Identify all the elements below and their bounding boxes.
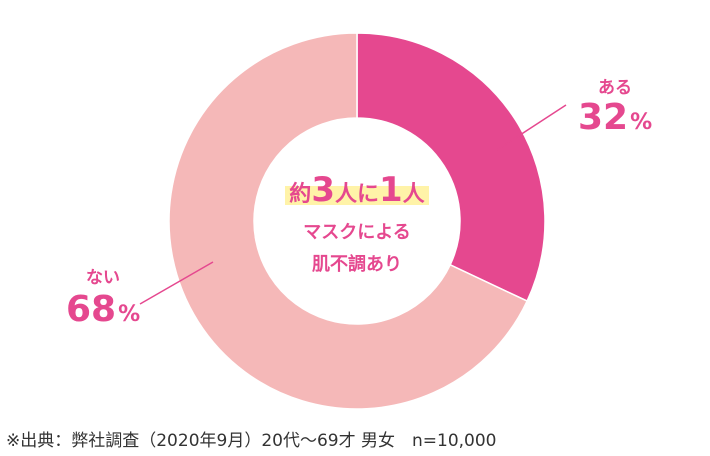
center-suffix: 人 <box>402 182 425 207</box>
label-nai-unit: % <box>118 302 141 327</box>
center-prefix: 約 <box>289 182 312 207</box>
label-nai-value: 68% <box>66 292 140 333</box>
center-number-1: 3 <box>311 170 335 210</box>
label-aru-value: 32% <box>578 100 652 141</box>
slice-nai <box>168 32 529 410</box>
label-aru-name: ある <box>598 78 632 98</box>
label-aru-unit: % <box>630 110 653 135</box>
source-note: ※出典：弊社調査（2020年9月）20代〜69才 男女 n=10,000 <box>6 431 497 451</box>
slice-aru <box>356 32 546 303</box>
leader-line-aru <box>496 104 567 151</box>
center-mid: 人に <box>334 182 379 207</box>
center-number-2: 1 <box>379 170 403 210</box>
center-line-2: マスクによる <box>303 222 411 243</box>
label-aru-number: 32 <box>578 97 629 138</box>
donut-slices <box>168 32 546 410</box>
label-nai-name: ない <box>86 268 120 288</box>
center-line-3: 肌不調あり <box>312 254 402 275</box>
center-headline: 約3人に1人 <box>257 170 457 210</box>
leader-line-nai <box>139 261 214 305</box>
label-nai-number: 68 <box>66 289 117 330</box>
